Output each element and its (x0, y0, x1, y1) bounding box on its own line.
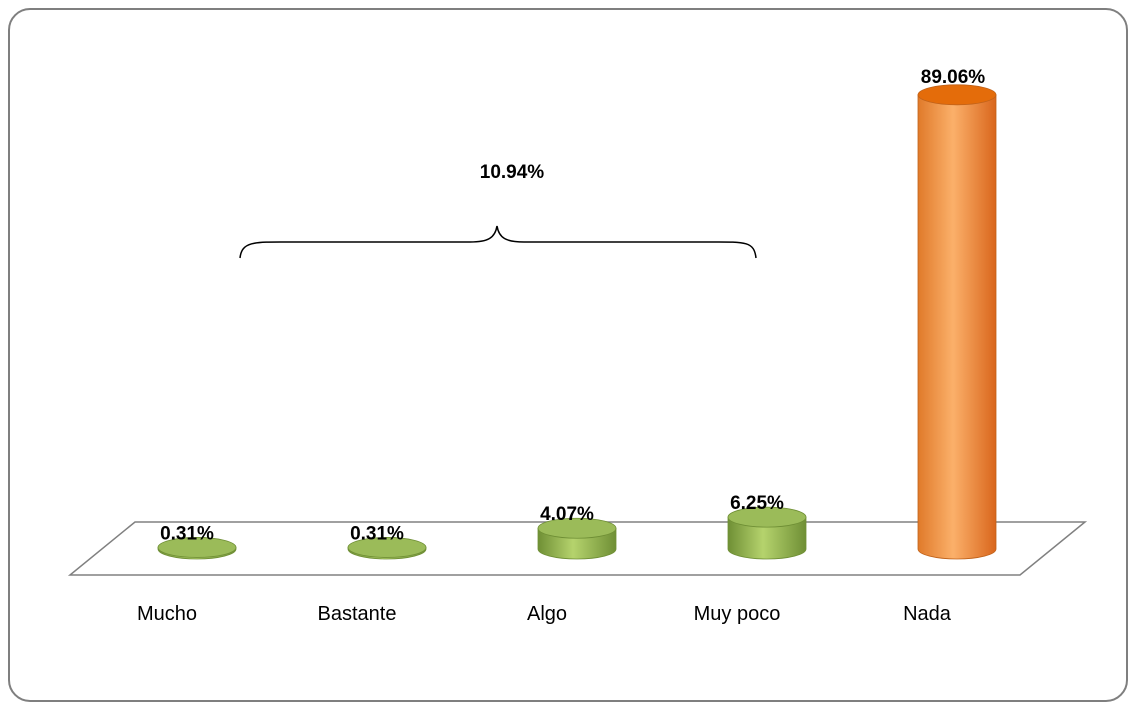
bar-mucho (157, 537, 237, 560)
value-label: 0.31% (350, 523, 404, 544)
bar-top (727, 506, 807, 528)
bar-body (727, 516, 807, 560)
value-label: 6.25% (730, 493, 784, 514)
bar-muy-poco (727, 506, 807, 560)
category-label: Bastante (318, 603, 397, 625)
value-labels: 0.31% 0.31% 4.07% 6.25% 89.06% (160, 67, 985, 545)
category-label: Nada (903, 603, 952, 625)
category-label: Muy poco (694, 603, 781, 625)
group-annotation-label: 10.94% (480, 162, 545, 183)
bar-nada (917, 84, 997, 560)
category-labels: Mucho Bastante Algo Muy poco Nada (137, 603, 952, 625)
bar-bastante (347, 537, 427, 560)
bar-top (917, 84, 997, 106)
bars-group (157, 84, 997, 560)
value-label: 4.07% (540, 504, 594, 525)
bar-top (537, 517, 617, 539)
category-label: Mucho (137, 603, 197, 625)
bar-top (157, 537, 237, 558)
bar-top (347, 537, 427, 558)
bar-algo (537, 517, 617, 560)
bar-body (917, 94, 997, 560)
category-label: Algo (527, 603, 567, 625)
value-label: 0.31% (160, 523, 214, 544)
value-label: 89.06% (921, 67, 986, 88)
group-brace (239, 225, 757, 259)
